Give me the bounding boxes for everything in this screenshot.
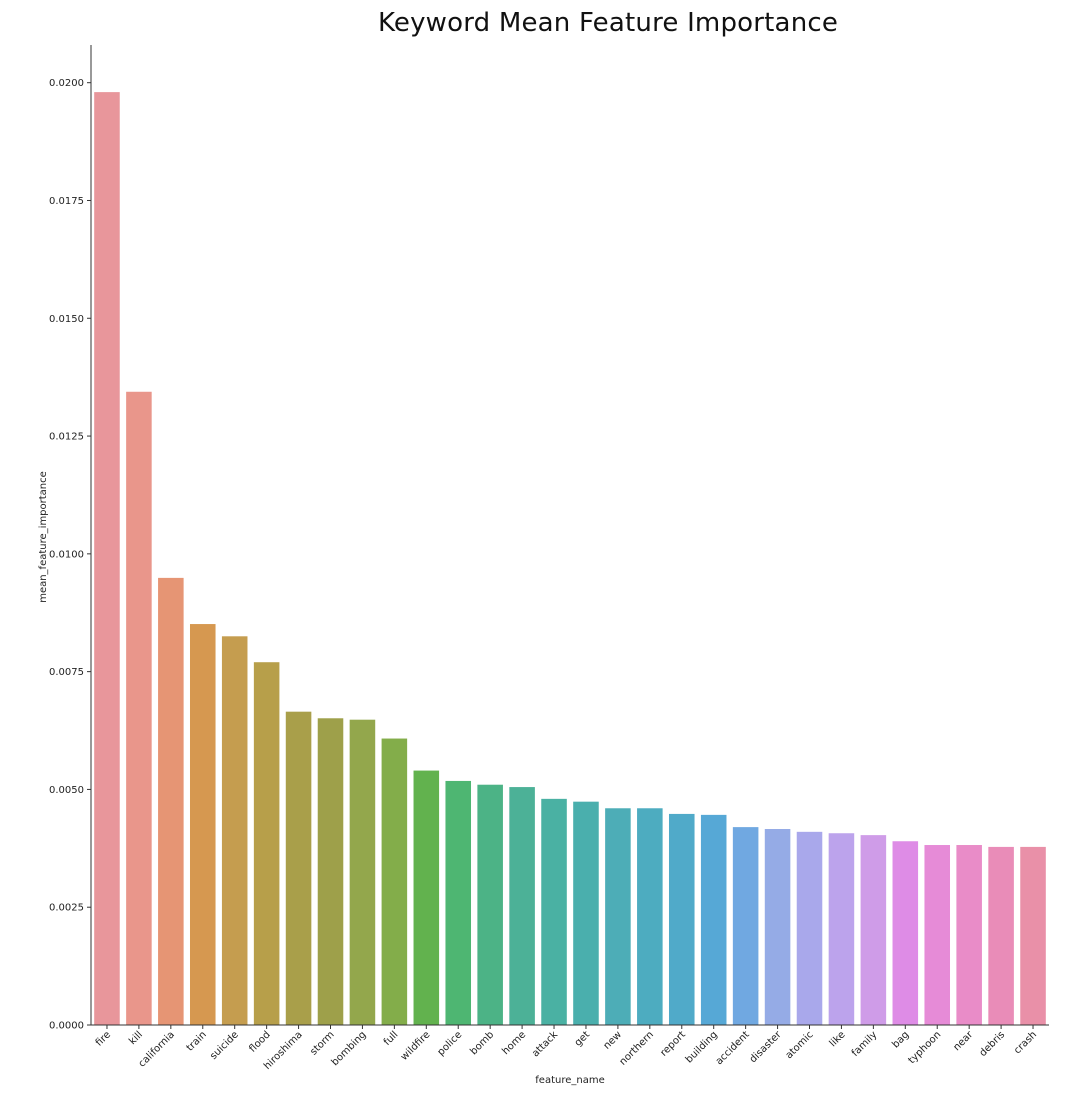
bar-building [700, 814, 727, 1025]
x-tick-label: northern [618, 1029, 656, 1067]
bar-accident [732, 827, 759, 1025]
bar-crash [1020, 846, 1046, 1025]
x-tick-label: flood [247, 1029, 272, 1054]
y-tick-label: 0.0200 [49, 78, 84, 89]
x-tick-label: typhoon [907, 1029, 944, 1066]
bar-hiroshima [285, 711, 312, 1025]
bar-new [605, 808, 631, 1025]
x-tick-label: bomb [468, 1029, 496, 1057]
x-tick-label: accident [714, 1029, 752, 1067]
bar-near [956, 845, 982, 1025]
x-tick-label: full [382, 1029, 401, 1048]
y-tick-label: 0.0175 [49, 196, 84, 207]
x-tick-label: home [500, 1029, 528, 1057]
x-tick-label: debris [978, 1029, 1008, 1059]
x-tick-label: family [850, 1029, 880, 1059]
y-tick-label: 0.0050 [49, 785, 84, 796]
bar-fire [94, 92, 120, 1026]
bar-wildfire [413, 770, 440, 1025]
y-tick-label: 0.0150 [49, 314, 84, 325]
y-axis-label: mean_feature_importance [38, 471, 49, 603]
x-tick-label: near [951, 1029, 975, 1053]
bar-train [189, 624, 216, 1025]
bar-bomb [477, 784, 503, 1025]
x-tick-label: like [828, 1029, 848, 1049]
y-tick-label: 0.0025 [49, 903, 84, 914]
x-tick-label: crash [1012, 1029, 1039, 1056]
x-tick-label: fire [94, 1029, 113, 1048]
bar-kill [126, 391, 152, 1025]
bar-disaster [764, 829, 791, 1025]
y-axis-ticks: 0.0000 0.0025 0.0050 0.0075 0.0100 0.0125 0.01… [49, 78, 91, 1032]
bar-flood [253, 662, 280, 1025]
x-tick-label: get [573, 1029, 592, 1048]
bar-report [668, 813, 695, 1025]
bar-atomic [796, 831, 823, 1025]
bar-family [860, 835, 887, 1026]
x-tick-label: kill [127, 1029, 145, 1047]
x-tick-label: new [602, 1029, 624, 1051]
x-tick-label: suicide [208, 1029, 241, 1062]
x-tick-label: bag [890, 1029, 911, 1050]
bar-full [381, 738, 408, 1025]
x-tick-label: wildfire [399, 1029, 433, 1063]
bar-police [445, 780, 472, 1025]
bars-layer [94, 92, 1046, 1026]
x-axis-label: feature_name [535, 1075, 604, 1086]
chart-title: Keyword Mean Feature Importance [377, 8, 839, 38]
x-tick-label: storm [308, 1029, 336, 1057]
y-tick-label: 0.0125 [49, 432, 84, 443]
bar-typhoon [924, 845, 951, 1025]
bar-attack [541, 798, 567, 1025]
x-tick-label: atomic [784, 1029, 816, 1061]
bar-california [158, 577, 184, 1026]
y-tick-label: 0.0075 [49, 667, 84, 678]
bar-suicide [221, 636, 248, 1025]
y-tick-label: 0.0100 [49, 549, 84, 560]
bar-home [509, 787, 535, 1025]
x-tick-label: attack [530, 1029, 560, 1059]
bar-bag [892, 841, 919, 1025]
x-tick-label: disaster [748, 1029, 785, 1066]
bar-like [828, 833, 855, 1025]
bar-debris [988, 846, 1014, 1025]
bar-storm [317, 718, 344, 1025]
bar-bombing [349, 719, 376, 1025]
y-tick-label: 0.0000 [49, 1021, 84, 1032]
x-tick-label: train [185, 1029, 209, 1053]
bar-northern [637, 808, 663, 1025]
x-tick-label: report [659, 1029, 688, 1058]
x-tick-label: bombing [330, 1029, 369, 1068]
x-tick-label: police [436, 1029, 465, 1058]
bar-get [573, 801, 599, 1025]
